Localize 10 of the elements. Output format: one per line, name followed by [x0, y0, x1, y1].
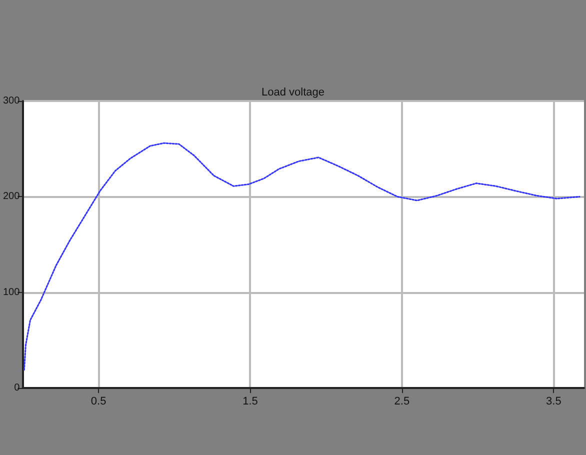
x-tick-label: 0.5 [90, 396, 106, 408]
chart-title: Load voltage [262, 86, 324, 98]
y-tick-label: 100 [2, 286, 20, 298]
x-tick-label: 1.5 [242, 396, 258, 408]
line-series [23, 142, 580, 371]
y-tick-label: 0 [14, 382, 20, 394]
x-tick-label: 3.5 [546, 396, 562, 408]
y-tick-label: 300 [2, 96, 20, 106]
y-tick-label: 200 [2, 191, 20, 202]
x-tick-label: 2.5 [394, 396, 410, 408]
